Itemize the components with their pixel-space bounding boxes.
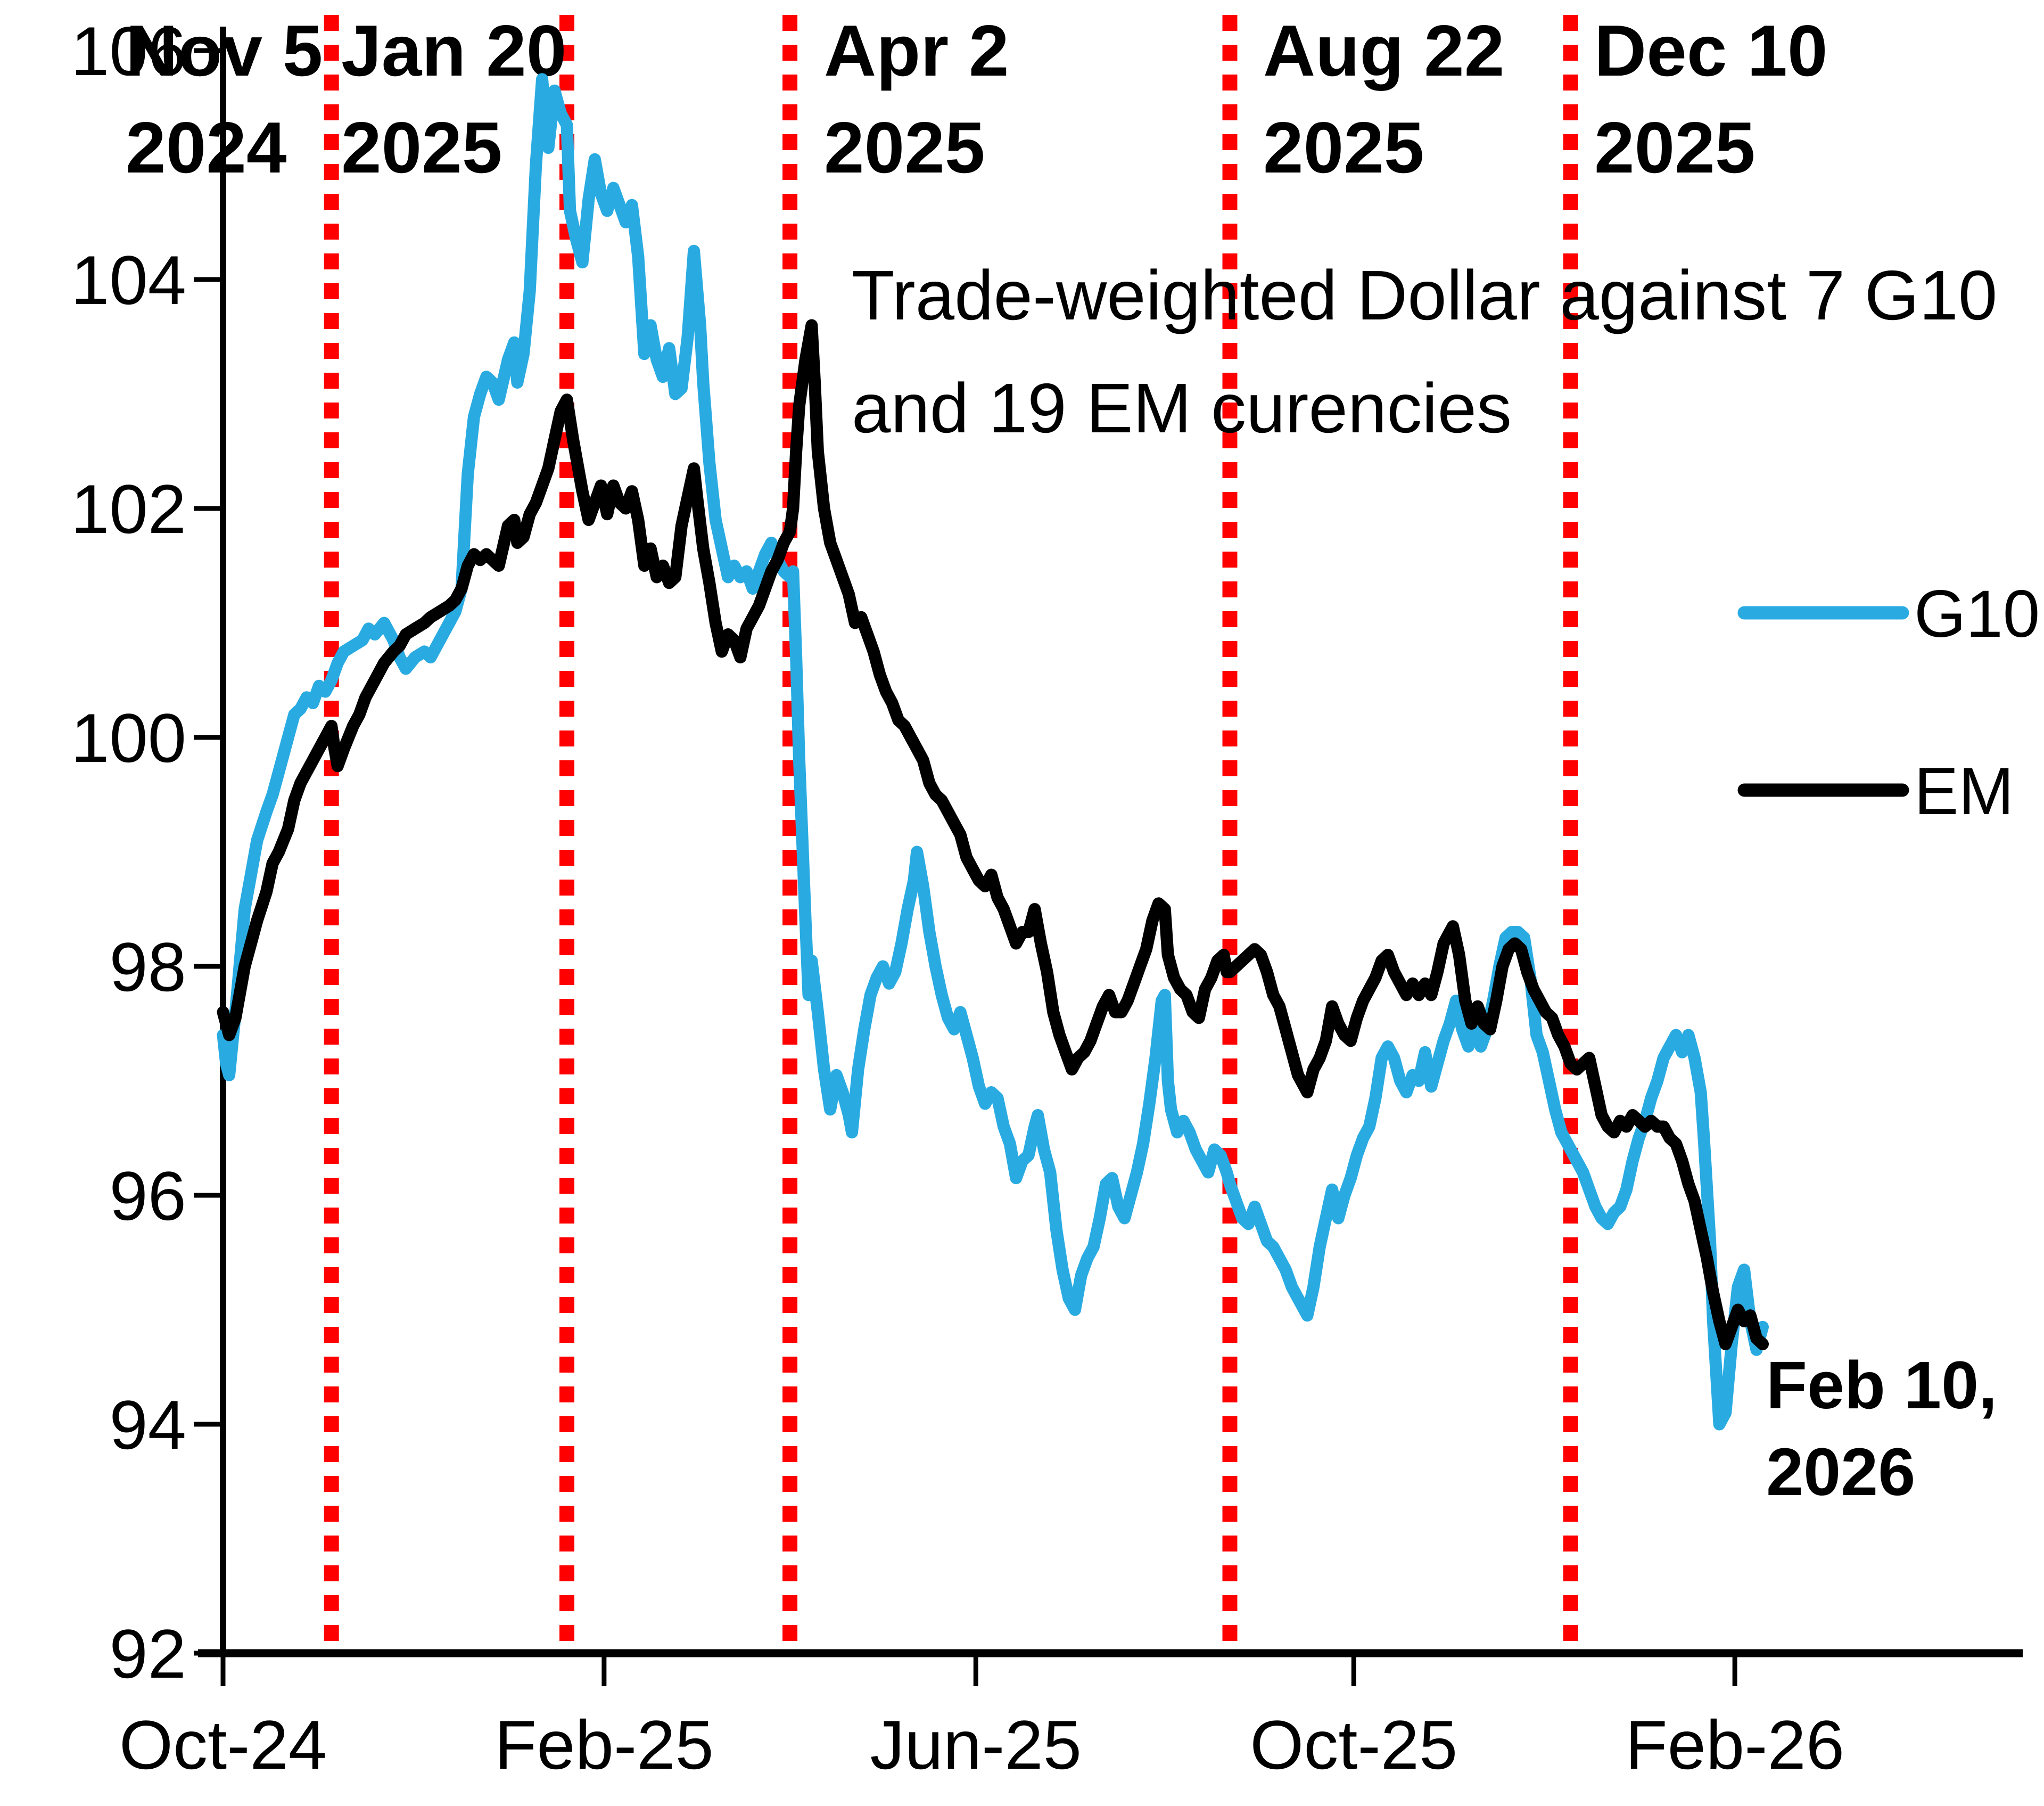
y-tick-label: 98 (109, 928, 186, 1006)
x-axis-ticks: Oct-24 Feb-25 Jun-25 Oct-25 Feb-26 (119, 1653, 1844, 1784)
legend-g10-label: G10 (1914, 577, 2040, 651)
series-lines (217, 73, 1769, 1431)
event-label-line2: 2025 (1263, 107, 1424, 188)
series-line-em (217, 319, 1769, 1350)
event-lines (324, 15, 1578, 1653)
y-tick-label: 104 (71, 241, 186, 319)
event-label-line2: 2025 (1594, 107, 1755, 188)
event-label-line1: Dec 10 (1594, 10, 1828, 91)
legend: G10 EM (1737, 577, 2040, 828)
x-tick-label: Oct-24 (119, 1706, 327, 1784)
x-tick-label: Feb-25 (494, 1706, 714, 1784)
event-labels: Nov 5 2024 Jan 20 2025 Apr 2 2025 Aug 22 2025 De… (126, 10, 1828, 188)
y-tick-label: 94 (109, 1386, 186, 1464)
end-date-line1: Feb 10, (1766, 1348, 1997, 1423)
series-line-g10 (217, 73, 1769, 1431)
event-label-line2: 2025 (824, 107, 985, 188)
legend-em-label: EM (1914, 754, 2014, 828)
end-date-line2: 2026 (1766, 1434, 1915, 1509)
x-tick-label: Jun-25 (870, 1706, 1082, 1784)
x-tick-label: Oct-25 (1250, 1706, 1457, 1784)
axes (198, 27, 2023, 1657)
y-tick-label: 92 (109, 1615, 186, 1693)
event-label-line1: Aug 22 (1263, 10, 1504, 91)
y-tick-label: 100 (71, 699, 186, 777)
chart-title-line1: Trade-weighted Dollar against 7 G10 (852, 256, 1997, 334)
end-date-annotation: Feb 10, 2026 (1766, 1348, 1997, 1509)
chart-title-line2: and 19 EM curencies (852, 369, 1512, 447)
y-axis-ticks: 92 94 96 98 100 102 104 106 (71, 12, 223, 1693)
y-tick-label: 102 (71, 470, 186, 548)
event-label-line2: 2025 (341, 107, 502, 188)
y-tick-label: 106 (71, 12, 186, 90)
event-label-line2: 2024 (126, 107, 287, 188)
event-label-line1: Nov 5 (126, 10, 323, 91)
event-label-line1: Apr 2 (824, 10, 1009, 91)
chart-title: Trade-weighted Dollar against 7 G10 and … (852, 256, 1997, 447)
y-tick-label: 96 (109, 1157, 186, 1235)
event-label-line1: Jan 20 (341, 10, 566, 91)
x-tick-label: Feb-26 (1625, 1706, 1844, 1784)
